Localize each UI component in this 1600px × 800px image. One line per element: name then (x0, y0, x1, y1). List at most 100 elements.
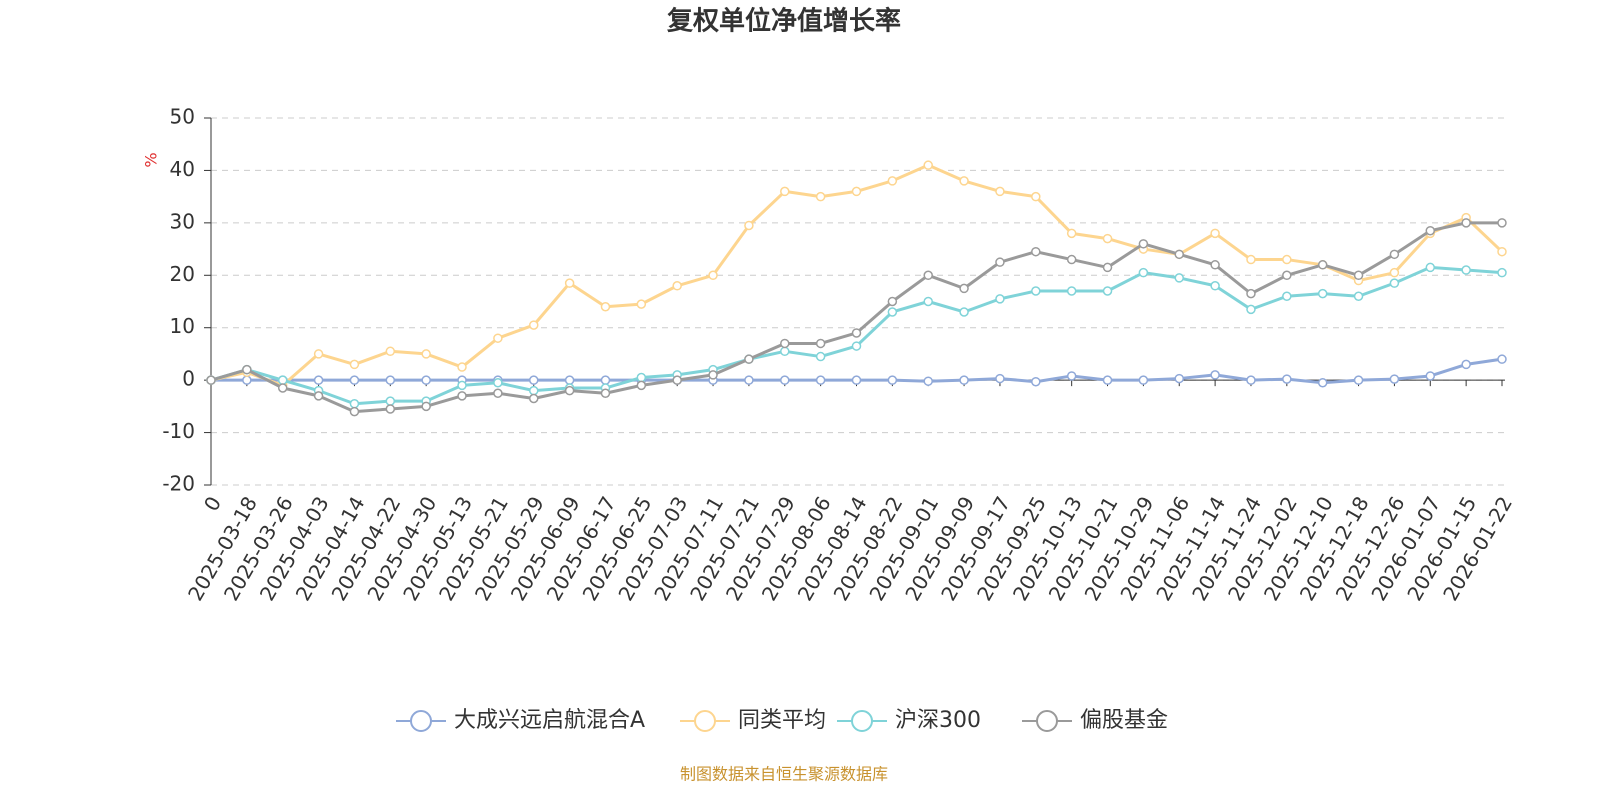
y-tick-label: 40 (170, 157, 195, 181)
point (1210, 228, 1220, 239)
point (529, 320, 539, 330)
point (277, 375, 288, 385)
x-tick-label: 0 (199, 492, 226, 515)
point (636, 380, 647, 391)
point (1353, 375, 1364, 385)
point (851, 375, 862, 385)
point (744, 375, 754, 385)
point (1389, 278, 1400, 288)
point (851, 186, 862, 197)
point (493, 388, 503, 398)
point (780, 375, 790, 385)
point (529, 375, 539, 385)
y-tick-label: 0 (182, 367, 195, 391)
point (851, 328, 862, 338)
legend-label: 沪深300 (895, 708, 981, 733)
point (1066, 228, 1077, 239)
point (1102, 375, 1113, 385)
point (1210, 370, 1220, 380)
point (600, 301, 611, 312)
y-tick-label: 50 (170, 105, 195, 129)
point (1425, 262, 1436, 273)
legend-marker (410, 710, 432, 732)
point (242, 364, 252, 375)
point (1389, 267, 1400, 278)
point (815, 191, 826, 202)
point (457, 391, 467, 401)
point (564, 375, 575, 385)
point (1389, 374, 1400, 384)
point (1282, 291, 1292, 302)
point (277, 383, 288, 393)
point (1461, 265, 1471, 275)
point (1497, 218, 1507, 228)
point (923, 296, 933, 307)
point (242, 375, 252, 385)
point (1102, 233, 1113, 244)
y-tick-label: -10 (162, 419, 195, 443)
point (421, 375, 431, 385)
point (385, 396, 396, 406)
y-tick-label: 10 (170, 314, 195, 338)
point (815, 351, 826, 362)
legend-label: 同类平均 (738, 708, 826, 733)
point (959, 375, 969, 385)
point (1317, 288, 1328, 299)
y-tick-label: 30 (170, 209, 195, 233)
point (1210, 260, 1220, 270)
point (385, 404, 396, 414)
point (923, 160, 933, 170)
point (1246, 288, 1256, 299)
point (851, 341, 862, 351)
y-axis-label: % (142, 152, 161, 167)
point (1461, 359, 1471, 370)
point (1461, 218, 1471, 228)
point (1102, 262, 1113, 273)
point (1317, 378, 1328, 388)
point (815, 338, 826, 349)
point (1425, 371, 1436, 381)
point (349, 359, 360, 370)
point (1353, 291, 1364, 302)
point (564, 385, 575, 396)
point (1138, 375, 1149, 385)
point (1282, 254, 1292, 265)
point (1317, 260, 1328, 270)
point (1066, 254, 1077, 265)
point (493, 378, 503, 388)
point (815, 375, 826, 385)
point (744, 220, 754, 231)
point (1066, 371, 1077, 381)
point (385, 375, 396, 385)
point (564, 278, 575, 288)
point (1389, 249, 1400, 260)
point (1282, 270, 1292, 281)
point (206, 375, 216, 385)
point (780, 346, 790, 357)
point (313, 391, 324, 401)
point (600, 388, 611, 398)
point (1174, 249, 1184, 260)
point (1066, 286, 1077, 296)
point (1031, 286, 1041, 296)
point (887, 176, 898, 186)
point (349, 375, 360, 385)
point (636, 372, 647, 383)
point (1210, 281, 1220, 291)
point (1031, 191, 1041, 202)
point (1246, 304, 1256, 315)
point (995, 257, 1005, 267)
point (887, 307, 898, 317)
point (1497, 267, 1507, 278)
point (1497, 246, 1507, 257)
point (744, 354, 754, 364)
legend-marker (1036, 710, 1058, 732)
y-tick-label: -20 (162, 472, 195, 496)
point (313, 375, 324, 385)
point (1282, 374, 1292, 384)
point (959, 307, 969, 317)
point (529, 385, 539, 396)
point (457, 362, 467, 372)
point (1031, 376, 1041, 387)
